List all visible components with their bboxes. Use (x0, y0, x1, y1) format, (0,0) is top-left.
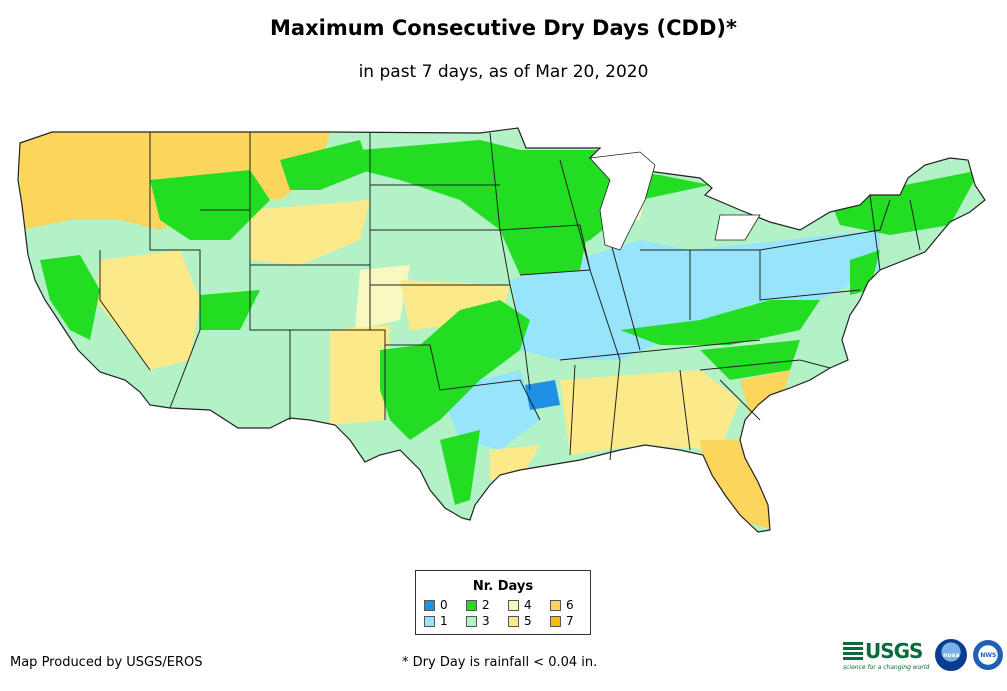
nws-logo-icon: NWS (973, 640, 1004, 670)
region-kentucky-va-2 (620, 300, 820, 345)
region-colorado-4 (355, 265, 410, 330)
map-subtitle: in past 7 days, as of Mar 20, 2020 (358, 62, 649, 82)
legend-swatch (466, 615, 477, 627)
legend-label: 1 (440, 614, 448, 628)
usgs-mark: USGS (843, 639, 923, 663)
region-montana-2 (280, 140, 370, 190)
usgs-tagline: science for a changing world (843, 664, 930, 671)
region-north-plains-2 (360, 140, 710, 260)
legend-grid: 0 2 4 6 1 3 5 7 (424, 597, 590, 629)
dry-day-footnote: * Dry Day is rainfall < 0.04 in. (402, 655, 598, 670)
noaa-logo-icon: noaa (935, 639, 968, 671)
legend-swatch (550, 599, 561, 611)
legend-title: Nr. Days (472, 579, 534, 594)
legend-swatch (508, 615, 519, 627)
region-carolina-2 (700, 340, 800, 380)
region-iowa-2 (500, 220, 590, 275)
region-florida-6 (700, 440, 772, 530)
legend-swatch (466, 599, 477, 611)
usgs-waves-icon (843, 642, 863, 660)
region-nj-2 (850, 250, 880, 295)
legend-label: 7 (566, 614, 574, 628)
legend-item-7: 7 (550, 613, 586, 629)
legend-label: 3 (482, 614, 490, 628)
usgs-logo: USGS science for a changing world (843, 639, 929, 671)
lake-erie (714, 214, 761, 241)
usgs-wordmark: USGS (865, 639, 923, 663)
region-new-england-2 (830, 170, 980, 235)
region-nevada-5 (95, 250, 200, 370)
legend-swatch (424, 615, 435, 627)
state-borders (99, 132, 921, 461)
legend-item-3: 3 (466, 613, 502, 629)
legend-item-1: 1 (424, 613, 460, 629)
legend-label: 5 (524, 614, 532, 628)
legend-label: 0 (440, 598, 448, 612)
region-utah-2 (200, 290, 260, 330)
legend-label: 2 (482, 598, 490, 612)
legend-swatch (550, 615, 561, 627)
cdd-regions (20, 132, 980, 530)
legend-swatch (508, 599, 519, 611)
legend-item-5: 5 (508, 613, 544, 629)
region-oklahoma-texas-2 (380, 300, 530, 440)
agency-logos: USGS science for a changing world noaa N… (843, 639, 1004, 671)
us-outline (17, 127, 986, 533)
region-louisiana-0 (525, 380, 560, 410)
legend-label: 4 (524, 598, 532, 612)
region-southeast-5 (560, 370, 740, 455)
lake-michigan (589, 151, 656, 251)
legend-item-2: 2 (466, 597, 502, 613)
region-wyoming-5 (250, 200, 370, 265)
legend-item-0: 0 (424, 597, 460, 613)
legend-label: 6 (566, 598, 574, 612)
map-credit: Map Produced by USGS/EROS (10, 655, 203, 670)
map-title: Maximum Consecutive Dry Days (CDD)* (270, 16, 737, 40)
legend-item-4: 4 (508, 597, 544, 613)
legend: Nr. Days 0 2 4 6 1 3 5 7 (415, 570, 591, 635)
region-rockies-2 (150, 170, 270, 240)
legend-swatch (424, 599, 435, 611)
region-texas-coast-2 (440, 430, 480, 505)
region-nm-5 (330, 325, 390, 425)
legend-item-6: 6 (550, 597, 586, 613)
region-northeast-1 (690, 230, 880, 305)
region-california-2 (40, 255, 100, 340)
region-south-texas-5 (490, 445, 540, 480)
